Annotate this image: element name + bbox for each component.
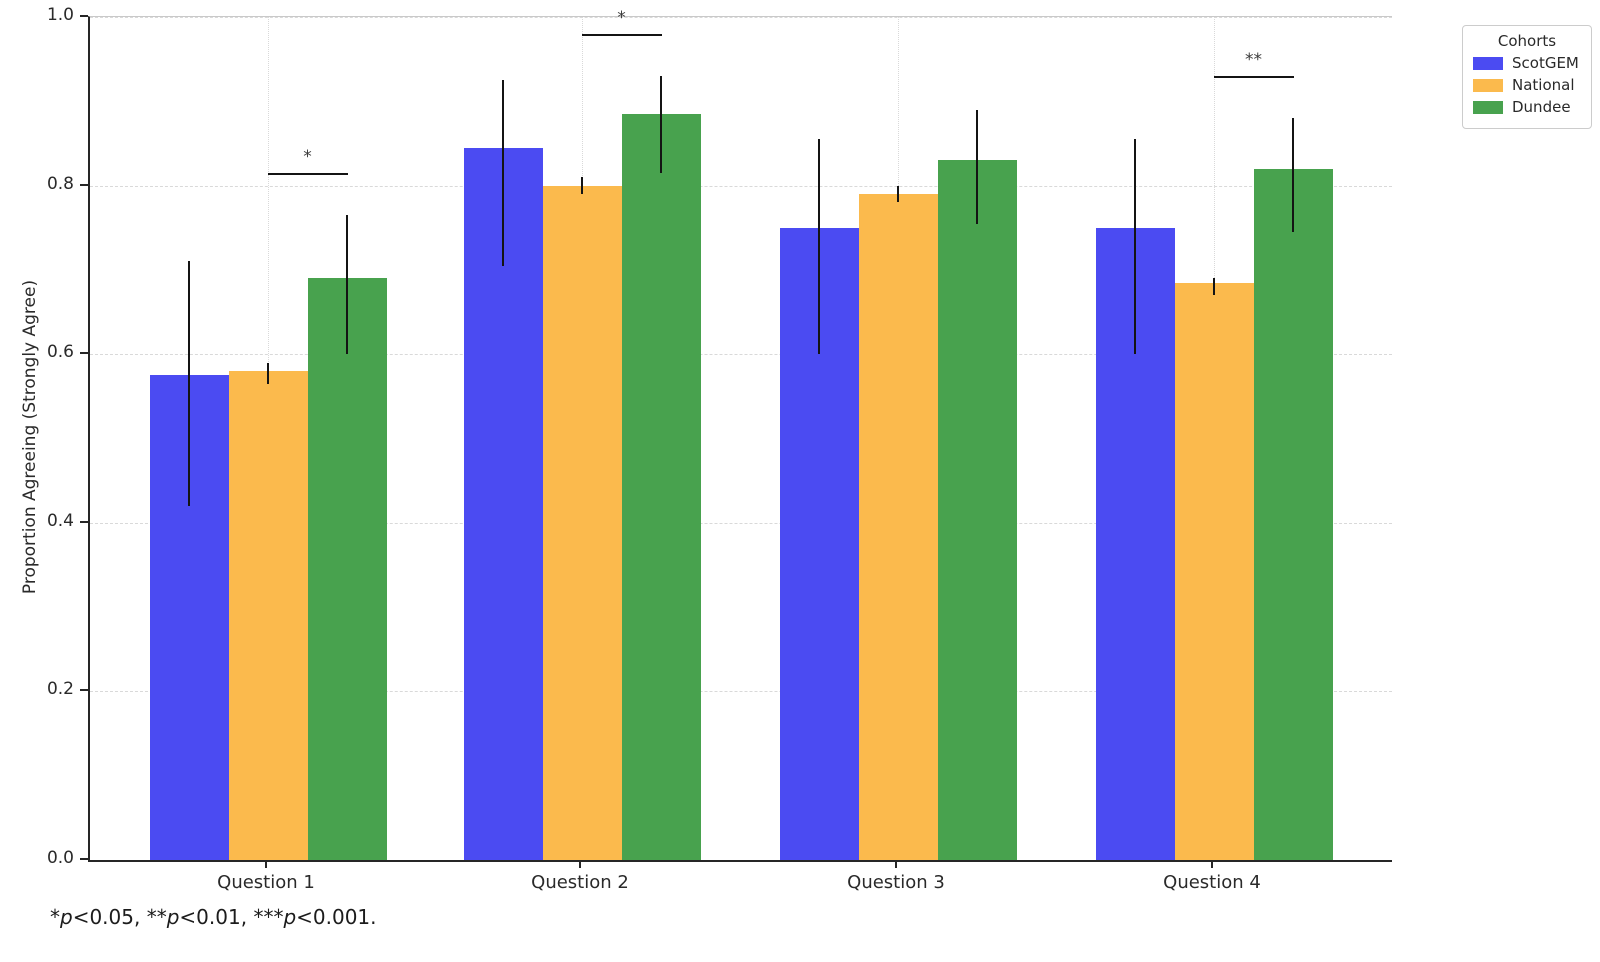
footnote-part: <0.01, — [179, 905, 254, 929]
significance-line-question-1 — [268, 172, 348, 175]
footnote-part: *** — [253, 905, 284, 929]
footnote-part: <0.001. — [296, 905, 377, 929]
bar-national-question-2 — [542, 185, 622, 860]
x-tick-mark — [265, 861, 267, 868]
error-bar-dundee-question-3 — [976, 109, 978, 224]
error-bar-scotgem-question-1 — [188, 261, 190, 506]
legend-title: Cohorts — [1497, 32, 1557, 50]
x-tick-label: Question 2 — [531, 872, 629, 893]
error-bar-national-question-3 — [897, 185, 899, 203]
legend-label-national: National — [1512, 76, 1575, 94]
bar-scotgem-question-2 — [463, 147, 543, 860]
error-bar-dundee-question-2 — [660, 76, 662, 173]
x-tick-label: Question 3 — [847, 872, 945, 893]
y-gridline — [90, 185, 1392, 187]
legend-swatch-dundee — [1473, 100, 1503, 114]
y-tick-mark — [80, 15, 88, 17]
error-bar-national-question-1 — [267, 362, 269, 384]
footnote-part: <0.05, — [72, 905, 147, 929]
y-gridline — [90, 691, 1392, 693]
legend: Cohorts ScotGEM National Dundee — [1462, 25, 1592, 129]
y-tick-label: 0.4 — [46, 510, 74, 531]
footnote-part: * — [50, 905, 60, 929]
legend-item-scotgem: ScotGEM — [1473, 54, 1581, 72]
significance-label-question-4: ** — [1245, 50, 1262, 70]
legend-swatch-scotgem — [1473, 56, 1503, 70]
bar-dundee-question-1 — [307, 278, 387, 860]
legend-item-dundee: Dundee — [1473, 98, 1581, 116]
significance-line-question-4 — [1214, 76, 1294, 78]
error-bar-dundee-question-4 — [1292, 118, 1294, 232]
y-gridline — [90, 522, 1392, 524]
significance-line-question-2 — [582, 33, 662, 36]
legend-swatch-national — [1473, 78, 1503, 92]
y-tick-mark — [80, 689, 88, 692]
bar-dundee-question-3 — [937, 160, 1017, 860]
y-axis-title: Proportion Agreeing (Strongly Agree) — [20, 279, 40, 595]
error-bar-scotgem-question-3 — [818, 139, 820, 355]
y-tick-mark — [80, 183, 88, 186]
footnote-part: p — [283, 905, 297, 929]
legend-label-scotgem: ScotGEM — [1512, 54, 1579, 72]
bar-national-question-1 — [228, 371, 308, 860]
footnote-part: p — [60, 905, 73, 929]
x-tick-mark — [895, 861, 897, 868]
x-tick-mark — [579, 861, 581, 868]
y-tick-mark — [80, 352, 88, 355]
y-tick-label: 0.8 — [46, 173, 74, 194]
y-gridline — [90, 17, 1392, 18]
legend-label-dundee: Dundee — [1512, 98, 1571, 116]
x-tick-label: Question 4 — [1163, 872, 1261, 893]
legend-item-national: National — [1473, 76, 1581, 94]
significance-label-question-1: * — [303, 146, 312, 167]
significance-label-question-2: * — [617, 7, 626, 28]
plot-area: * * ** — [88, 8, 1392, 862]
y-tick-label: 1.0 — [46, 5, 74, 25]
footnote-part: ** — [146, 905, 167, 929]
x-tick-label: Question 1 — [217, 872, 315, 893]
bar-dundee-question-4 — [1253, 168, 1333, 860]
bar-dundee-question-2 — [621, 113, 701, 860]
error-bar-dundee-question-1 — [346, 215, 348, 355]
error-bar-national-question-2 — [581, 177, 583, 195]
error-bar-scotgem-question-4 — [1134, 139, 1136, 355]
bar-national-question-4 — [1174, 282, 1254, 860]
error-bar-scotgem-question-2 — [502, 80, 504, 266]
significance-footnote: *p<0.05, **p<0.01, ***p<0.001. — [50, 905, 377, 929]
legend-items: ScotGEM National Dundee — [1473, 54, 1581, 116]
y-gridline — [90, 354, 1392, 356]
x-tick-mark — [1211, 861, 1213, 868]
y-tick-mark — [80, 858, 88, 860]
y-tick-label: 0.6 — [46, 342, 74, 363]
y-tick-mark — [80, 520, 88, 523]
bar-national-question-3 — [858, 194, 938, 860]
footnote-part: p — [166, 905, 180, 929]
y-tick-label: 0.0 — [46, 848, 74, 868]
y-tick-label: 0.2 — [46, 679, 74, 700]
error-bar-national-question-4 — [1213, 278, 1215, 296]
